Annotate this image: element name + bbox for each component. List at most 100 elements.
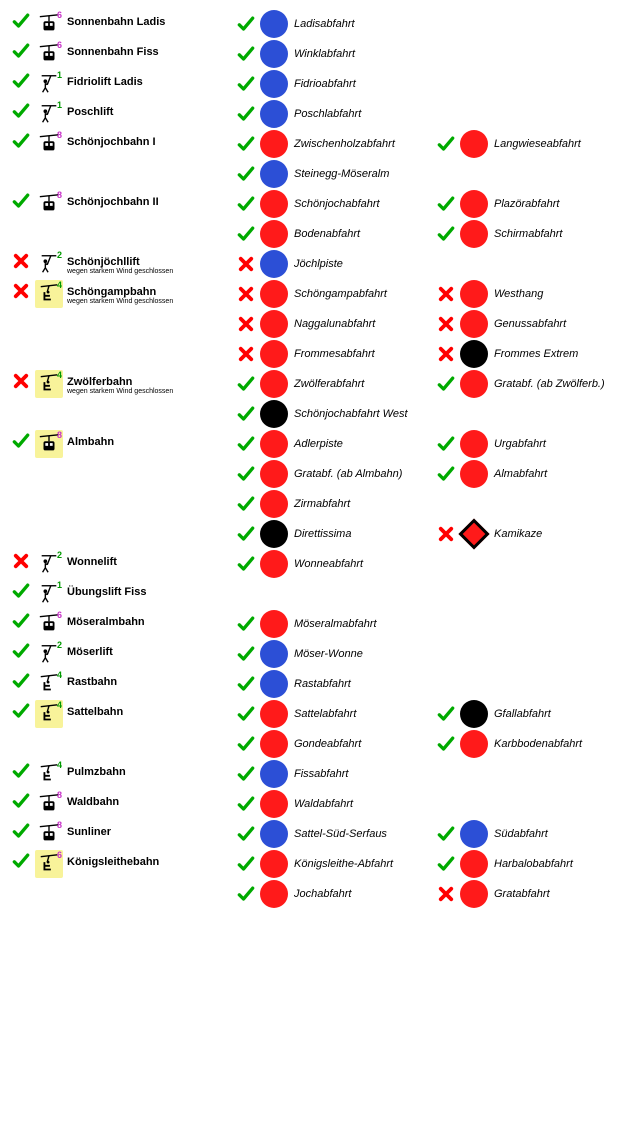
difficulty-red-icon	[260, 880, 288, 908]
status-row: 8 Sunliner Sattel-Süd-Serfaus Südabfahrt	[10, 820, 629, 848]
piste-name: Ladisabfahrt	[294, 18, 355, 30]
piste-name: Rastabfahrt	[294, 678, 351, 690]
lift-capacity: 6	[57, 610, 62, 620]
piste-cell: Karbbodenabfahrt	[435, 730, 629, 758]
status-open-icon	[10, 430, 32, 452]
status-open-icon	[10, 10, 32, 32]
status-open-icon	[235, 553, 257, 575]
lift-name: Möseralmbahn	[67, 610, 145, 628]
status-open-icon	[10, 670, 32, 692]
piste-name: Kamikaze	[494, 528, 542, 540]
piste-name: Möser-Wonne	[294, 648, 363, 660]
difficulty-extreme-icon	[458, 518, 489, 549]
lift-cell: 6 Möseralmbahn	[10, 610, 235, 638]
status-row: 1 Poschlift Poschlabfahrt	[10, 100, 629, 128]
status-open-icon	[10, 700, 32, 722]
difficulty-blue-icon	[260, 820, 288, 848]
status-open-icon	[435, 133, 457, 155]
piste-cell: Südabfahrt	[435, 820, 629, 848]
status-row: 6 Königsleithebahn Königsleithe-Abfahrt …	[10, 850, 629, 878]
lift-capacity: 1	[57, 70, 62, 80]
status-row: 4 Rastbahn Rastabfahrt	[10, 670, 629, 698]
piste-name: Schönjochabfahrt	[294, 198, 380, 210]
lift-capacity: 2	[57, 250, 62, 260]
difficulty-red-icon	[460, 730, 488, 758]
status-open-icon	[235, 823, 257, 845]
status-row: Naggalunabfahrt Genussabfahrt	[10, 310, 629, 338]
status-row: 6 Sonnenbahn Fiss Winklabfahrt	[10, 40, 629, 68]
difficulty-red-icon	[260, 220, 288, 248]
difficulty-red-icon	[260, 790, 288, 818]
status-row: 2 Schönjöchlliftwegen starkem Wind gesch…	[10, 250, 629, 278]
difficulty-blue-icon	[260, 100, 288, 128]
difficulty-blue-icon	[260, 70, 288, 98]
lift-capacity: 1	[57, 100, 62, 110]
piste-cell: Langwieseabfahrt	[435, 130, 629, 158]
lift-name: Schönjochbahn II	[67, 190, 159, 208]
piste-name: Adlerpiste	[294, 438, 343, 450]
lift-cell: 6 Königsleithebahn	[10, 850, 235, 878]
difficulty-red-icon	[260, 460, 288, 488]
piste-name: Gratabfahrt	[494, 888, 550, 900]
status-closed-icon	[235, 253, 257, 275]
status-closed-icon	[435, 883, 457, 905]
piste-cell: Ladisabfahrt	[235, 10, 435, 38]
draglift-icon: 1	[35, 100, 63, 128]
piste-name: Gratabf. (ab Almbahn)	[294, 468, 402, 480]
lift-cell: 2 Möserlift	[10, 640, 235, 668]
status-open-icon	[235, 853, 257, 875]
lift-name: Rastbahn	[67, 670, 117, 688]
status-open-icon	[235, 193, 257, 215]
lift-name: Möserlift	[67, 640, 113, 658]
status-open-icon	[435, 733, 457, 755]
difficulty-blue-icon	[260, 40, 288, 68]
piste-cell: Jochabfahrt	[235, 880, 435, 908]
lift-capacity: 2	[57, 550, 62, 560]
lift-capacity: 4	[57, 280, 62, 290]
difficulty-red-icon	[460, 460, 488, 488]
piste-name: Sattel-Süd-Serfaus	[294, 828, 387, 840]
draglift-icon: 1	[35, 70, 63, 98]
lift-capacity: 4	[57, 670, 62, 680]
draglift-icon: 2	[35, 250, 63, 278]
status-open-icon	[235, 673, 257, 695]
lift-capacity: 1	[57, 580, 62, 590]
difficulty-red-icon	[260, 850, 288, 878]
piste-name: Jochabfahrt	[294, 888, 351, 900]
piste-name: Direttissima	[294, 528, 351, 540]
piste-name: Genussabfahrt	[494, 318, 566, 330]
piste-cell: Jöchlpiste	[235, 250, 435, 278]
chairlift-icon: 4	[35, 700, 63, 728]
piste-name: Westhang	[494, 288, 543, 300]
status-open-icon	[10, 70, 32, 92]
lift-cell: 4 Pulmzbahn	[10, 760, 235, 788]
status-open-icon	[235, 43, 257, 65]
status-row: Jochabfahrt Gratabfahrt	[10, 880, 629, 908]
status-row: 8 Almbahn Adlerpiste Urgabfahrt	[10, 430, 629, 458]
status-open-icon	[10, 130, 32, 152]
status-row: Gondeabfahrt Karbbodenabfahrt	[10, 730, 629, 758]
status-open-icon	[435, 193, 457, 215]
piste-name: Naggalunabfahrt	[294, 318, 375, 330]
piste-cell: Naggalunabfahrt	[235, 310, 435, 338]
lift-cell: 2 Schönjöchlliftwegen starkem Wind gesch…	[10, 250, 235, 278]
piste-name: Zwischenholzabfahrt	[294, 138, 395, 150]
lift-capacity: 2	[57, 640, 62, 650]
difficulty-black-icon	[460, 700, 488, 728]
status-row: 2 Möserlift Möser-Wonne	[10, 640, 629, 668]
status-open-icon	[235, 463, 257, 485]
lift-name: Wonnelift	[67, 550, 117, 568]
status-open-icon	[10, 760, 32, 782]
piste-cell: Möseralmabfahrt	[235, 610, 435, 638]
status-closed-icon	[10, 550, 32, 572]
status-row: 1 Fidriolift Ladis Fidrioabfahrt	[10, 70, 629, 98]
difficulty-black-icon	[260, 520, 288, 548]
piste-cell: Plazörabfahrt	[435, 190, 629, 218]
lift-cell: 8 Almbahn	[10, 430, 235, 458]
lift-name: Übungslift Fiss	[67, 580, 146, 598]
chairlift-icon: 4	[35, 280, 63, 308]
status-open-icon	[435, 223, 457, 245]
piste-name: Sattelabfahrt	[294, 708, 356, 720]
draglift-icon: 2	[35, 640, 63, 668]
lift-cell: 1 Poschlift	[10, 100, 235, 128]
